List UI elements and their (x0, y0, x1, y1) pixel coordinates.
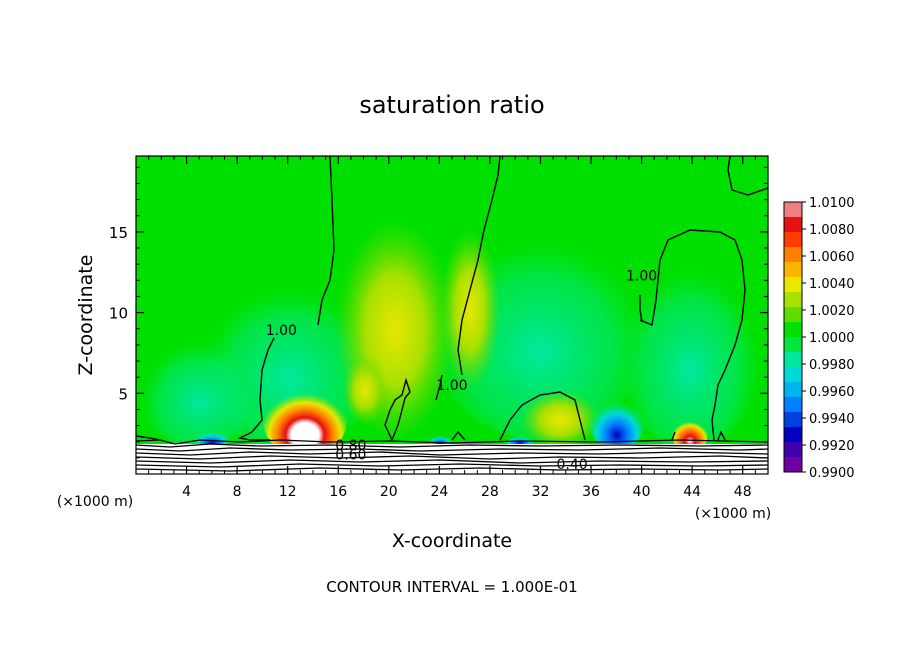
x-unit-right: (×1000 m) (695, 506, 771, 522)
y-tick-label: 5 (118, 385, 128, 403)
colorbar-label: 0.9940 (809, 412, 855, 427)
colorbar-swatch (784, 442, 802, 458)
colorbar-swatch (784, 307, 802, 323)
colorbar-swatch (784, 277, 802, 293)
x-tick-label: 12 (279, 484, 297, 500)
colorbar-swatch (784, 397, 802, 413)
x-tick-label: 28 (481, 484, 499, 500)
y-tick-label: 10 (109, 305, 128, 323)
colorbar-swatch (784, 322, 802, 338)
colorbar-swatch (784, 337, 802, 353)
colorbar-swatch (784, 292, 802, 308)
x-tick-label: 20 (380, 484, 398, 500)
colorbar-swatch (784, 382, 802, 398)
colorbar-label: 1.0020 (809, 304, 855, 319)
colorbar-label: 0.9900 (809, 466, 855, 481)
contour-label: 1.00 (436, 378, 467, 394)
contour-interval-note: CONTOUR INTERVAL = 1.000E-01 (326, 578, 577, 596)
x-axis-label: X-coordinate (392, 530, 512, 552)
x-tick-label: 4 (182, 484, 191, 500)
colorbar-label: 0.9980 (809, 358, 855, 373)
colorbar-label: 1.0080 (809, 223, 855, 238)
colorbar-swatch (784, 457, 802, 473)
colorbar-swatch (784, 202, 802, 218)
colorbar: 1.0100 1.0080 1.0060 1.0040 1.0020 1.0000 0.99… (783, 196, 855, 481)
colorbar-label: 1.0040 (809, 277, 855, 292)
colorbar-swatch (784, 247, 802, 263)
contour-label: 1.00 (626, 268, 657, 284)
contour-label: 0.80 (335, 438, 366, 454)
x-tick-label: 48 (734, 484, 752, 500)
contour-label: 1.00 (266, 323, 297, 339)
colorbar-label: 0.9920 (809, 439, 855, 454)
contour-label: 0.60 (335, 447, 366, 463)
colorbar-swatch (784, 217, 802, 233)
x-tick-label: 32 (532, 484, 550, 500)
colorbar-swatch (784, 367, 802, 383)
colorbar-swatch (784, 427, 802, 443)
colorbar-label: 0.9960 (809, 385, 855, 400)
contour-label: 0.40 (556, 457, 587, 473)
chart-title: saturation ratio (359, 91, 544, 119)
colorbar-label: 1.0100 (809, 196, 855, 211)
colorbar-swatch (784, 352, 802, 368)
y-axis-label: Z-coordinate (75, 255, 97, 376)
x-tick-label: 8 (233, 484, 242, 500)
x-tick-label: 40 (633, 484, 651, 500)
colorbar-swatch (784, 412, 802, 428)
colorbar-label: 1.0000 (809, 331, 855, 346)
colorbar-label: 1.0060 (809, 250, 855, 265)
x-tick-label: 44 (683, 484, 701, 500)
x-unit-left: (×1000 m) (57, 494, 133, 510)
colorbar-swatch (784, 232, 802, 248)
y-tick-label: 15 (109, 224, 128, 242)
colorbar-swatch (784, 262, 802, 278)
x-tick-label: 16 (329, 484, 347, 500)
x-tick-label: 36 (582, 484, 600, 500)
x-tick-label: 24 (430, 484, 448, 500)
plot-area: 1.00 1.00 1.00 0.800.60 0.40 (136, 156, 768, 474)
